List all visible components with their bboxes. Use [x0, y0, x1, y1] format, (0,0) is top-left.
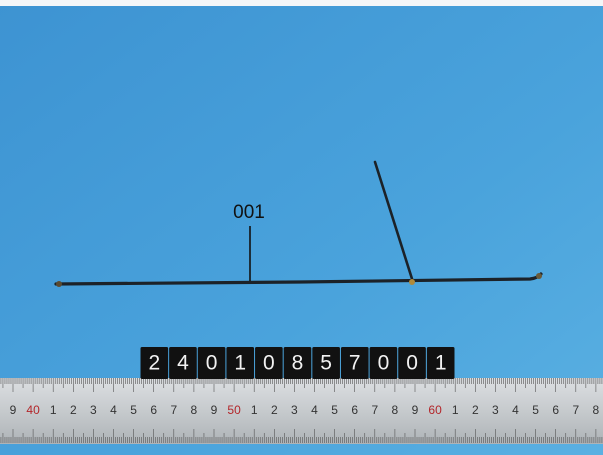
- ruler-number: 9: [211, 403, 218, 417]
- tile-digit: 5: [320, 352, 332, 375]
- ruler-number: 9: [10, 403, 17, 417]
- tile: [169, 347, 197, 379]
- cable-end: [56, 281, 62, 287]
- ruler-number: 1: [50, 403, 57, 417]
- tile-digit: 0: [378, 352, 390, 375]
- tile: [369, 347, 398, 379]
- ruler-number: 4: [110, 403, 117, 417]
- ruler-number: 7: [170, 403, 177, 417]
- tile: [340, 347, 369, 379]
- ruler-number: 9: [412, 403, 419, 417]
- tile: [283, 347, 312, 379]
- ruler-number: 2: [271, 403, 278, 417]
- tile-digit: 1: [435, 352, 447, 375]
- ruler-number: 6: [150, 403, 157, 417]
- tile-digit: 0: [406, 352, 418, 375]
- ruler-number: 4: [512, 403, 519, 417]
- tile: [255, 347, 283, 379]
- tile-digit: 0: [263, 352, 275, 375]
- tile-digit: 4: [177, 352, 189, 375]
- ruler-number: 5: [532, 403, 539, 417]
- tile-digit: 7: [349, 352, 361, 375]
- ruler-number: 5: [331, 403, 338, 417]
- ruler-number: 3: [291, 403, 298, 417]
- ruler-number: 6: [552, 403, 559, 417]
- ruler-number: 50: [227, 403, 241, 417]
- top-edge: [0, 0, 603, 6]
- tile-digit: 8: [292, 352, 304, 375]
- antenna-branch: [373, 160, 415, 284]
- tile: [197, 347, 226, 379]
- ruler-number: 60: [428, 403, 442, 417]
- ruler-number: 2: [70, 403, 77, 417]
- ruler-number: 1: [251, 403, 258, 417]
- ruler-number: 8: [191, 403, 198, 417]
- tile: [226, 347, 255, 379]
- tile-digit: 0: [206, 352, 218, 375]
- tile-digit: 2: [148, 352, 160, 375]
- part-label: 001: [233, 202, 265, 223]
- tile-digit: 1: [234, 352, 246, 375]
- tile: [140, 347, 169, 379]
- ruler-labels: 9 40 1 2 3 4 5 6 7 8 9 50 1 2 3 4 5 6 7 8 9 60 1 2 3 4 5 6 7 8: [10, 403, 600, 417]
- ruler-number: 7: [572, 403, 579, 417]
- ruler-number: 5: [130, 403, 137, 417]
- ruler-number: 1: [452, 403, 459, 417]
- ruler-number: 4: [311, 403, 318, 417]
- ruler-number: 6: [351, 403, 358, 417]
- tile: [426, 347, 455, 379]
- ruler-number: 8: [593, 403, 600, 417]
- ruler: [0, 378, 603, 444]
- cable-end: [536, 273, 542, 279]
- tile: [312, 347, 340, 379]
- ruler-number: 3: [492, 403, 499, 417]
- ruler-number: 3: [90, 403, 97, 417]
- ruler-number: 8: [392, 403, 399, 417]
- tile: [398, 347, 426, 379]
- ruler-number: 40: [26, 403, 40, 417]
- ruler-number: 7: [371, 403, 378, 417]
- joint: [409, 279, 415, 285]
- ruler-number: 2: [472, 403, 479, 417]
